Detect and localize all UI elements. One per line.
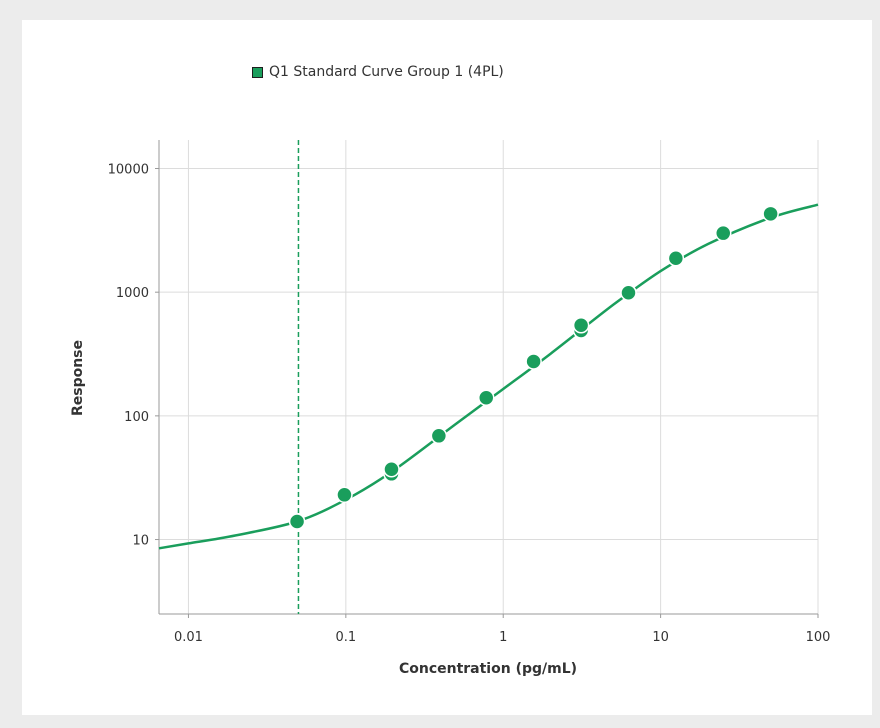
data-point xyxy=(762,205,779,223)
data-point xyxy=(383,461,400,478)
legend[interactable]: Q1 Standard Curve Group 1 (4PL) xyxy=(252,64,504,80)
y-tick-label: 10000 xyxy=(108,163,149,178)
x-tick-label: 0.01 xyxy=(174,630,203,645)
x-tick-label: 0.1 xyxy=(335,630,356,645)
y-tick-label: 10 xyxy=(132,534,149,549)
chart-panel xyxy=(22,20,872,715)
x-axis-title: Concentration (pg/mL) xyxy=(399,661,577,677)
data-point xyxy=(430,427,448,445)
data-point xyxy=(477,389,495,407)
x-tick-label: 10 xyxy=(652,630,669,645)
axes: 0.01 0.1 1 10 100 10 100 1000 10000 xyxy=(108,140,831,645)
data-point xyxy=(336,486,353,504)
x-tick-label: 1 xyxy=(499,630,507,645)
data-point xyxy=(288,513,306,530)
y-tick-label: 100 xyxy=(124,410,149,425)
data-point xyxy=(667,250,685,267)
fit-curve xyxy=(158,203,819,550)
data-point xyxy=(714,224,732,242)
grid xyxy=(159,140,819,614)
y-axis-title: Response xyxy=(70,340,86,416)
y-tick-label: 1000 xyxy=(116,286,149,301)
legend-swatch xyxy=(252,66,263,78)
data-point xyxy=(620,284,637,301)
fit-curve-layer xyxy=(158,203,819,550)
data-points xyxy=(288,205,779,530)
legend-label: Q1 Standard Curve Group 1 (4PL) xyxy=(269,64,504,80)
data-point xyxy=(525,353,542,370)
x-tick-label: 100 xyxy=(806,630,831,645)
data-point xyxy=(572,317,590,334)
